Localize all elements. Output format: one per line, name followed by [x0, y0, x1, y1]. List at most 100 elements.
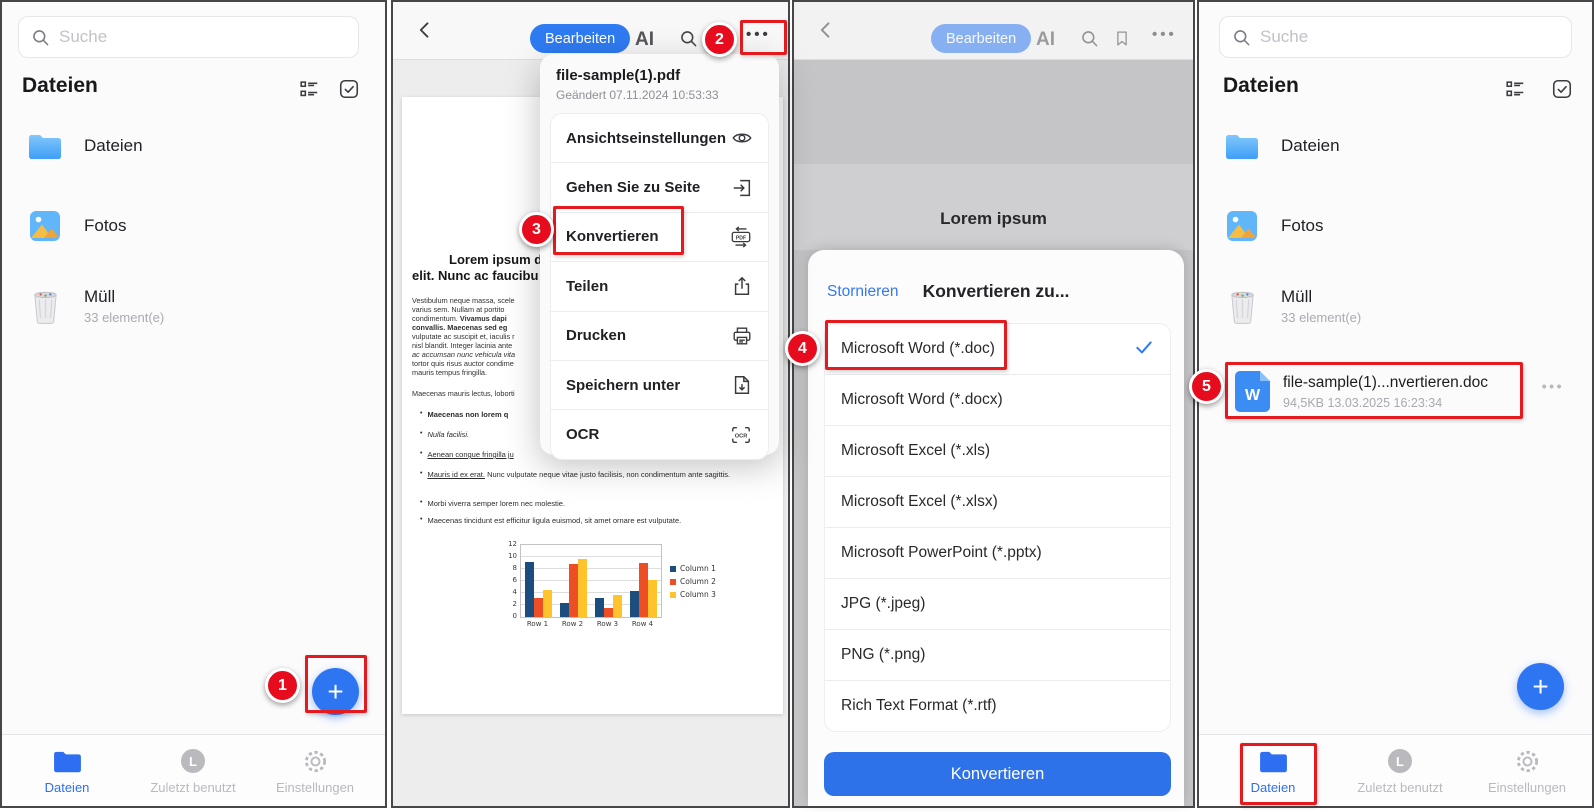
print-icon [731, 325, 753, 347]
folder-tab-icon [7, 747, 127, 775]
format-option-microsoft-powerpoint-pptx[interactable]: Microsoft PowerPoint (*.pptx) [825, 527, 1170, 578]
menu-item-speichern-unter[interactable]: Speichern unter [551, 359, 768, 410]
panel-file-manager-before: Suche Dateien Dateien Fotos Müll 33 element… [0, 0, 387, 808]
format-option-label: Microsoft Excel (*.xls) [841, 442, 990, 459]
format-option-label: Microsoft Excel (*.xlsx) [841, 493, 998, 510]
list-view-icon[interactable] [298, 78, 320, 100]
chart-bar-column-1 [560, 602, 569, 617]
add-button[interactable]: + [1517, 663, 1564, 710]
settings-tab-icon [255, 747, 375, 775]
chart-plot-area [520, 544, 662, 618]
list-item[interactable]: Fotos [1199, 186, 1592, 266]
back-icon[interactable] [415, 20, 435, 40]
edit-button[interactable]: Bearbeiten [931, 24, 1032, 53]
list-item[interactable]: Dateien [2, 106, 385, 186]
bookmark-icon[interactable] [1113, 29, 1131, 48]
tab-zuletzt-benutzt[interactable]: L Zuletzt benutzt [133, 747, 253, 795]
menu-item-gehen-sie-zu-seite[interactable]: Gehen Sie zu Seite [551, 162, 768, 212]
cancel-button[interactable]: Stornieren [827, 283, 899, 300]
item-name: Fotos [84, 216, 127, 235]
step5-badge: 5 [1189, 369, 1224, 404]
chart-ytick: 12 [508, 540, 517, 548]
menu-item-ansichtseinstellungen[interactable]: Ansichtseinstellungen [551, 114, 768, 163]
list-item[interactable]: Müll 33 element(e) [2, 266, 385, 346]
pdf-bullet: • Maecenas tincidunt est efficitur ligula… [420, 516, 682, 525]
menu-item-drucken[interactable]: Drucken [551, 310, 768, 360]
ai-button[interactable]: AI [1036, 29, 1055, 50]
format-option-microsoft-word-docx[interactable]: Microsoft Word (*.docx) [825, 374, 1170, 425]
context-menu: file-sample(1).pdf Geändert 07.11.2024 1… [540, 54, 779, 460]
format-option-microsoft-excel-xls[interactable]: Microsoft Excel (*.xls) [825, 425, 1170, 476]
pdf-title-line2: elit. Nunc ac faucibu [412, 268, 539, 283]
step4-badge: 4 [785, 331, 820, 366]
list-view-icon[interactable] [1504, 78, 1526, 100]
tab-zuletzt-benutzt[interactable]: L Zuletzt benutzt [1340, 747, 1460, 795]
format-option-png-png[interactable]: PNG (*.png) [825, 629, 1170, 680]
converted-file-row[interactable]: W file-sample(1)...nvertieren.doc 94,5KB… [1199, 364, 1592, 419]
more-options-icon[interactable]: ••• [746, 26, 771, 43]
item-name: Dateien [1281, 136, 1340, 155]
recent-tab-icon: L [1340, 747, 1460, 775]
search-icon[interactable] [679, 29, 698, 48]
tab-label: Dateien [1250, 780, 1296, 795]
goto-icon [731, 177, 753, 199]
menu-item-konvertieren[interactable]: Konvertieren PDF [551, 211, 768, 262]
format-option-microsoft-excel-xlsx[interactable]: Microsoft Excel (*.xlsx) [825, 476, 1170, 527]
ai-button[interactable]: AI [635, 29, 654, 50]
folder-icon [1223, 133, 1261, 160]
list-item[interactable]: Fotos [2, 186, 385, 266]
item-meta: 33 element(e) [1281, 310, 1362, 325]
tab-einstellungen[interactable]: Einstellungen [255, 747, 375, 795]
format-option-microsoft-word-doc[interactable]: Microsoft Word (*.doc) [825, 324, 1170, 374]
step2-badge: 2 [702, 22, 737, 57]
format-option-jpg-jpeg[interactable]: JPG (*.jpeg) [825, 578, 1170, 629]
search-input[interactable]: Suche [18, 16, 359, 58]
file-modified-date: Geändert 07.11.2024 10:53:33 [556, 88, 719, 102]
list-item[interactable]: Dateien [1199, 106, 1592, 186]
search-input[interactable]: Suche [1219, 16, 1572, 58]
edit-button[interactable]: Bearbeiten [530, 24, 631, 53]
more-options-icon[interactable]: ••• [1152, 26, 1177, 43]
format-option-rich-text-format-rtf[interactable]: Rich Text Format (*.rtf) [825, 680, 1170, 731]
item-meta: 33 element(e) [84, 310, 165, 325]
page-title: Dateien [1223, 74, 1299, 97]
bottom-nav: Dateien L Zuletzt benutzt Einstellungen [2, 734, 385, 806]
tab-einstellungen[interactable]: Einstellungen [1467, 747, 1587, 795]
item-name: Fotos [1281, 216, 1324, 235]
list-item[interactable]: Müll 33 element(e) [1199, 266, 1592, 346]
back-icon[interactable] [816, 20, 836, 40]
file-more-icon[interactable]: ••• [1541, 378, 1564, 394]
menu-item-ocr[interactable]: OCR OCR [551, 409, 768, 459]
chart-bar-column-3 [648, 579, 657, 617]
chart-bar-column-3 [578, 559, 587, 617]
chart-xtick: Row 2 [561, 620, 584, 628]
pdf-paragraph: Maecenas mauris lectus, loborti [412, 389, 515, 398]
share-icon [731, 275, 753, 297]
select-mode-icon[interactable] [1551, 78, 1573, 100]
context-menu-header: file-sample(1).pdf Geändert 07.11.2024 1… [540, 54, 779, 110]
search-placeholder: Suche [59, 27, 108, 46]
menu-item-label: Ansichtseinstellungen [566, 129, 727, 147]
add-button[interactable]: + [312, 668, 359, 715]
menu-item-teilen[interactable]: Teilen [551, 261, 768, 311]
search-placeholder: Suche [1260, 27, 1309, 46]
panel-pdf-viewer-menu: Lorem ipsum dolo elit. Nunc ac faucibu V… [391, 0, 790, 808]
step3-badge: 3 [519, 212, 554, 247]
tab-dateien[interactable]: Dateien [1213, 747, 1333, 795]
item-name: Müll [1281, 287, 1313, 306]
chart-bar-column-1 [630, 590, 639, 617]
chart-bar-column-2 [534, 597, 543, 617]
tab-label: Zuletzt benutzt [150, 780, 236, 795]
format-option-label: PNG (*.png) [841, 646, 926, 663]
convert-button[interactable]: Konvertieren [824, 752, 1171, 796]
chart-ytick: 6 [512, 576, 517, 584]
select-mode-icon[interactable] [338, 78, 360, 100]
tab-dateien[interactable]: Dateien [7, 747, 127, 795]
search-icon[interactable] [1080, 29, 1099, 48]
svg-text:OCR: OCR [735, 433, 748, 439]
menu-item-label: Gehen Sie zu Seite [566, 179, 701, 197]
format-option-label: Microsoft Word (*.doc) [841, 340, 995, 357]
pdf-bullet: • Aenean congue fringilla ju [420, 450, 514, 459]
tab-label: Einstellungen [275, 780, 355, 795]
photo-icon [1223, 211, 1261, 241]
